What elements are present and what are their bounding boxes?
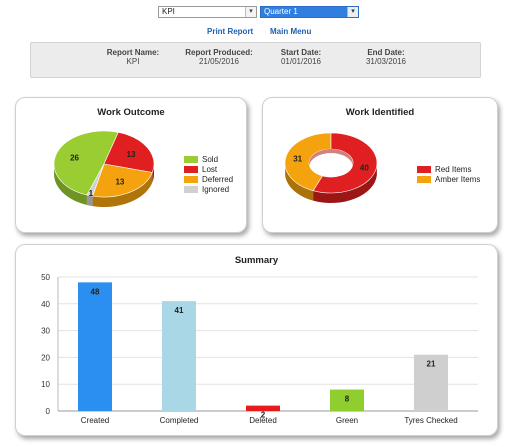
legend-item-red-items: Red Items	[417, 165, 471, 174]
legend-item-deferred: Deferred	[184, 175, 233, 184]
period-value: Quarter 1	[264, 7, 298, 16]
work-identified-title: Work Identified	[345, 107, 415, 118]
donut-side-amber-items	[285, 165, 314, 201]
legend-label: Ignored	[202, 185, 230, 194]
legend-swatch	[417, 176, 431, 183]
report-name-col: Report Name: KPI	[93, 48, 173, 66]
x-tick-label-deleted: Deleted	[249, 416, 277, 425]
y-tick-label: 20	[41, 353, 50, 362]
legend-label: Amber Items	[435, 175, 481, 184]
legend-item-ignored: Ignored	[184, 185, 229, 194]
y-tick-label: 10	[41, 380, 50, 389]
x-tick-label-completed: Completed	[160, 416, 199, 425]
report-info-bar: Report Name: KPI Report Produced: 21/05/…	[30, 42, 481, 78]
pie-side-deferred	[92, 172, 153, 207]
summary-panel: Summary 0 10 20 30 40 50 48 Created 41 Completed 2…	[15, 244, 498, 436]
summary-title: Summary	[234, 255, 279, 266]
x-tick-label-tyres-checked: Tyres Checked	[404, 416, 457, 425]
end-date-col: End Date: 31/03/2016	[356, 48, 416, 66]
chevron-down-icon: ▾	[245, 7, 256, 17]
bar-created	[78, 282, 112, 411]
report-type-value: KPI	[162, 7, 175, 16]
start-date-col: Start Date: 01/01/2016	[271, 48, 331, 66]
legend-label: Sold	[202, 155, 219, 164]
legend-item-sold: Sold	[184, 155, 218, 164]
legend-swatch	[184, 186, 198, 193]
report-produced-col: Report Produced: 21/05/2016	[177, 48, 261, 66]
work-outcome-panel: Work Outcome 26 13 13 1 Sold Lost Deferred Ign…	[15, 97, 247, 233]
pie-label-sold: 26	[70, 154, 79, 163]
report-type-select[interactable]: KPI ▾	[158, 6, 257, 18]
donut-side-red-items	[313, 165, 377, 203]
chevron-down-icon: ▾	[347, 7, 358, 17]
bar-value-deleted: 2	[261, 411, 266, 420]
report-produced-value: 21/05/2016	[198, 57, 240, 66]
x-tick-label-green: Green	[336, 416, 358, 425]
bar-value-created: 48	[91, 287, 100, 296]
pie-label-ignored: 1	[89, 189, 94, 198]
bar-completed	[162, 301, 196, 411]
legend-label: Red Items	[435, 165, 472, 174]
work-outcome-title: Work Outcome	[97, 107, 165, 118]
pie-slice-ignored	[86, 163, 105, 197]
legend-swatch	[184, 156, 198, 163]
period-select[interactable]: Quarter 1 ▾	[260, 6, 359, 18]
report-name-label: Report Name:	[106, 48, 160, 57]
legend-swatch	[184, 166, 198, 173]
pie-label-lost: 13	[127, 150, 136, 159]
print-report-link[interactable]: Print Report	[207, 27, 254, 36]
pie-label-deferred: 13	[115, 178, 124, 187]
bar-deleted	[246, 405, 280, 411]
y-tick-label: 50	[41, 273, 50, 282]
start-date-value: 01/01/2016	[280, 57, 322, 66]
legend-label: Lost	[202, 165, 218, 174]
bar-tyres-checked	[414, 354, 448, 411]
work-identified-donut-chart: 31 40	[284, 132, 378, 203]
legend-label: Deferred	[202, 175, 234, 184]
bar-green	[330, 389, 364, 411]
legend-swatch	[417, 166, 431, 173]
bar-value-completed: 41	[175, 306, 184, 315]
y-tick-label: 30	[41, 327, 50, 336]
donut-inner-wall	[309, 149, 353, 167]
legend-swatch	[184, 176, 198, 183]
work-identified-panel: Work Identified 31 40 Red Items Amber Item…	[262, 97, 498, 233]
main-menu-link[interactable]: Main Menu	[270, 27, 312, 36]
pie-slice-sold	[53, 130, 119, 196]
donut-label-amber-items: 31	[293, 155, 302, 164]
y-tick-label: 0	[46, 407, 51, 416]
x-tick-label-created: Created	[81, 416, 109, 425]
donut-slice-amber-items	[284, 132, 332, 192]
legend-item-amber-items: Amber Items	[417, 175, 480, 184]
start-date-label: Start Date:	[280, 48, 322, 57]
bar-value-tyres-checked: 21	[427, 360, 436, 369]
work-outcome-pie-chart: 26 13 13 1	[53, 130, 155, 207]
pie-slice-deferred	[92, 163, 153, 198]
end-date-value: 31/03/2016	[365, 57, 407, 66]
pie-side-ignored	[86, 195, 93, 207]
pie-slice-lost	[103, 132, 155, 173]
y-tick-label: 40	[41, 300, 50, 309]
end-date-label: End Date:	[367, 48, 405, 57]
donut-label-red-items: 40	[360, 163, 369, 172]
report-name-value: KPI	[126, 57, 140, 66]
bar-value-green: 8	[345, 395, 350, 404]
pie-side-sold	[54, 166, 87, 206]
report-produced-label: Report Produced:	[185, 48, 253, 57]
legend-item-lost: Lost	[184, 165, 217, 174]
